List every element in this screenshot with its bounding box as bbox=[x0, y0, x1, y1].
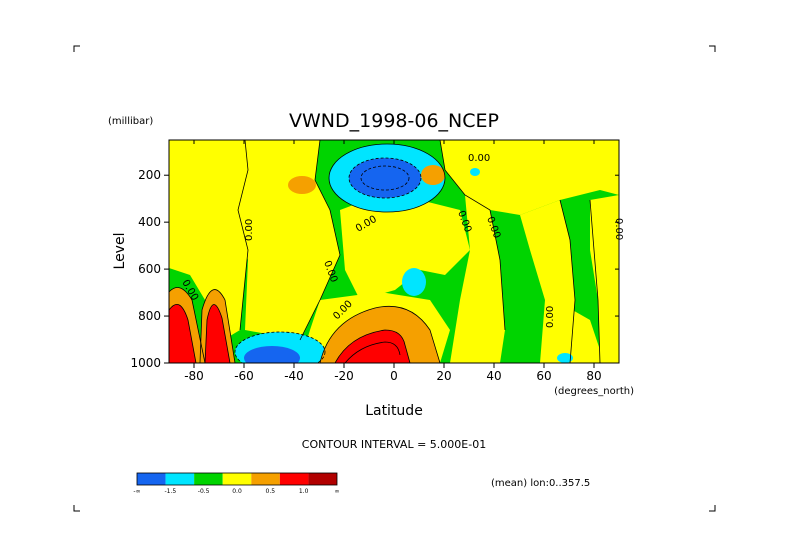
corner-marks bbox=[73, 45, 716, 512]
contour-lines bbox=[169, 140, 601, 363]
fill-orange-small-1 bbox=[288, 176, 316, 194]
colorbar-label: 0.0 bbox=[232, 488, 242, 495]
contour-fill bbox=[169, 140, 619, 363]
fill-yellow-right-top bbox=[440, 140, 619, 215]
chart-title: VWND_1998-06_NCEP bbox=[289, 110, 499, 132]
contour-label: 0.00 bbox=[468, 153, 490, 164]
fill-orange-small-2 bbox=[421, 165, 445, 185]
fill-cyan-top-right bbox=[470, 168, 480, 176]
x-tick-label: -60 bbox=[234, 369, 254, 383]
fill-blue-lower bbox=[244, 346, 300, 363]
colorbar-label: 0.5 bbox=[266, 488, 276, 495]
colorbar: -∞ -1.5 -0.5 0.0 0.5 1.0 ∞ bbox=[133, 472, 340, 495]
x-tick-label: 60 bbox=[536, 369, 551, 383]
fill-cyan-bottom-right bbox=[557, 353, 573, 363]
colorbar-bin bbox=[308, 473, 337, 485]
y-tick-label: 800 bbox=[138, 309, 161, 323]
fill-red-tower-2 bbox=[205, 304, 230, 363]
x-axis: -80 -60 -40 -20 0 20 40 60 80 bbox=[184, 140, 602, 383]
fill-cyan-small bbox=[402, 268, 426, 296]
fill-yellow-right-col1 bbox=[450, 195, 505, 363]
colorbar-bin bbox=[165, 473, 195, 485]
x-tick-label: -20 bbox=[334, 369, 354, 383]
fill-blue-upper bbox=[349, 158, 421, 198]
y-axis: 200 400 600 800 1000 bbox=[130, 168, 619, 370]
contour-interval-text: CONTOUR INTERVAL = 5.000E-01 bbox=[302, 438, 486, 451]
colorbar-label: -0.5 bbox=[198, 488, 210, 495]
colorbar-bin bbox=[251, 473, 280, 485]
colorbar-frame bbox=[136, 472, 338, 486]
fill-yellow-center bbox=[340, 195, 470, 300]
y-tick-label: 600 bbox=[138, 262, 161, 276]
contour-label: 0.00 bbox=[545, 306, 556, 328]
colorbar-label: 1.0 bbox=[299, 488, 309, 495]
x-tick-label: 0 bbox=[390, 369, 398, 383]
y-tick-label: 400 bbox=[138, 215, 161, 229]
colorbar-bin bbox=[137, 473, 166, 485]
x-tick-label: -40 bbox=[284, 369, 304, 383]
plot-area: 0.00 0.00 0.00 0.00 0.00 0.00 0.00 0.00 … bbox=[130, 139, 624, 383]
colorbar-label: ∞ bbox=[335, 488, 340, 495]
y-units-label: (millibar) bbox=[108, 116, 153, 127]
y-tick-label: 200 bbox=[138, 168, 161, 182]
colorbar-bin bbox=[222, 473, 252, 485]
mean-text: (mean) lon:0..357.5 bbox=[491, 478, 590, 489]
fill-yellow-right-col3 bbox=[590, 195, 619, 363]
colorbar-bin bbox=[279, 473, 309, 485]
x-axis-label: Latitude bbox=[365, 403, 423, 419]
fill-yellow-left bbox=[169, 140, 248, 345]
x-units-label: (degrees_north) bbox=[554, 386, 634, 397]
colorbar-bin bbox=[194, 473, 223, 485]
colorbar-label: -∞ bbox=[133, 488, 140, 495]
fill-red-tower-1 bbox=[169, 304, 196, 363]
colorbar-label: -1.5 bbox=[164, 488, 176, 495]
y-axis-label: Level bbox=[112, 233, 128, 270]
x-tick-label: -80 bbox=[184, 369, 204, 383]
x-tick-label: 20 bbox=[436, 369, 451, 383]
contour-label: 0.00 bbox=[244, 219, 255, 241]
x-tick-label: 40 bbox=[486, 369, 501, 383]
y-tick-label: 1000 bbox=[130, 356, 161, 370]
x-tick-label: 80 bbox=[586, 369, 601, 383]
contour-label: 0.00 bbox=[613, 218, 624, 240]
